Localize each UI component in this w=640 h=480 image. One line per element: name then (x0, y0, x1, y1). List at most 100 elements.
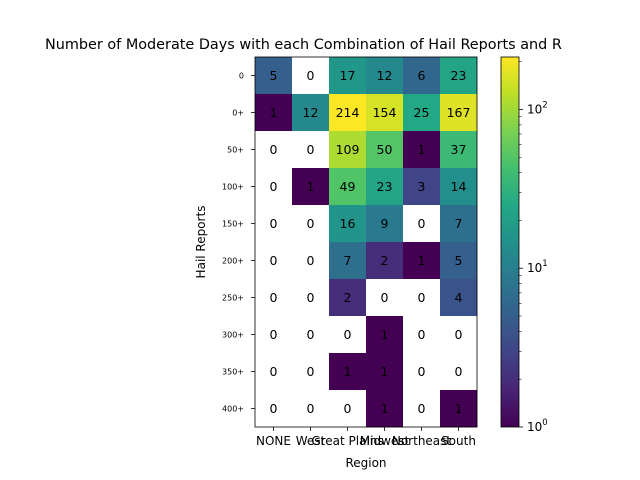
cell-value-label: 214 (336, 105, 360, 120)
heatmap-cell (403, 279, 441, 317)
heatmap-cell (403, 242, 441, 280)
cell-value-label: 0 (270, 216, 278, 231)
heatmap-cell (366, 205, 404, 243)
heatmap-cell (329, 94, 367, 132)
cell-value-label: 1 (270, 105, 278, 120)
heatmap-cell (255, 94, 293, 132)
heatmap-cell (255, 168, 293, 206)
cell-value-label: 4 (455, 290, 463, 305)
cell-value-label: 1 (381, 327, 389, 342)
heatmap-cell (403, 131, 441, 169)
cell-value-label: 1 (381, 401, 389, 416)
heatmap-cell (255, 279, 293, 317)
cell-value-label: 9 (381, 216, 389, 231)
heatmap-cell (403, 94, 441, 132)
cell-value-label: 0 (307, 401, 315, 416)
heatmap-cell (255, 353, 293, 391)
x-tick-label: Midwest (360, 434, 410, 448)
colorbar-tick-label: 100 (527, 418, 548, 434)
heatmap-cell (440, 168, 478, 206)
heatmap-cell (403, 168, 441, 206)
cell-value-label: 7 (344, 253, 352, 268)
heatmap-cell (329, 353, 367, 391)
heatmap-cell (292, 205, 330, 243)
cell-value-label: 49 (340, 179, 356, 194)
heatmap-cell (329, 57, 367, 95)
x-tick-label: West (296, 434, 326, 448)
cell-value-label: 2 (381, 253, 389, 268)
heatmap-cell (403, 353, 441, 391)
x-tick-label: South (441, 434, 476, 448)
y-tick-label: 100+ (222, 183, 244, 192)
cell-value-label: 17 (340, 68, 356, 83)
heatmap-cell (292, 390, 330, 428)
heatmap-cell (440, 205, 478, 243)
cell-value-label: 37 (451, 142, 467, 157)
colorbar: 100 101 102 (500, 56, 548, 434)
cell-value-label: 0 (455, 364, 463, 379)
heatmap-cell (403, 57, 441, 95)
heatmap-cell (255, 205, 293, 243)
cell-value-label: 0 (455, 327, 463, 342)
heatmap-cell (366, 131, 404, 169)
y-axis: 0 0+ 50+ 100+ 150+ 200+ 250+ 300+ 350+ 400+ (222, 72, 255, 414)
cell-value-label: 0 (418, 216, 426, 231)
cell-value-label: 0 (344, 401, 352, 416)
heatmap-cell (329, 242, 367, 280)
colorbar-tick-label: 102 (527, 100, 548, 116)
cell-value-label: 0 (307, 290, 315, 305)
cell-value-label: 5 (455, 253, 463, 268)
plot-frame (254, 56, 478, 428)
y-tick-label: 50+ (227, 146, 244, 155)
cell-value-label: 23 (377, 179, 393, 194)
cell-value-label: 12 (303, 105, 319, 120)
cell-value-label: 12 (377, 68, 393, 83)
heatmap-cell (255, 131, 293, 169)
cell-value-label: 0 (270, 253, 278, 268)
cell-value-label: 16 (340, 216, 356, 231)
cell-value-label: 0 (307, 142, 315, 157)
heatmap-cell (366, 94, 404, 132)
heatmap-cell (403, 205, 441, 243)
heatmap-cell (292, 279, 330, 317)
y-tick-label: 200+ (222, 257, 244, 266)
heatmap-cell (292, 57, 330, 95)
heatmap-cell (403, 390, 441, 428)
heatmap-cell (292, 353, 330, 391)
x-tick-label: NONE (256, 434, 291, 448)
y-axis-label: Hail Reports (194, 206, 208, 279)
heatmap-cell (329, 168, 367, 206)
heatmap-cell (255, 57, 293, 95)
cell-value-label: 0 (344, 327, 352, 342)
cell-value-label: 25 (414, 105, 430, 120)
heatmap-cell (255, 242, 293, 280)
y-tick-label: 300+ (222, 331, 244, 340)
heatmap-cell (440, 353, 478, 391)
cell-value-label: 167 (447, 105, 471, 120)
heatmap-cell (366, 57, 404, 95)
y-tick-label: 400+ (222, 405, 244, 414)
cell-value-label: 0 (418, 290, 426, 305)
heatmap-cell (403, 316, 441, 354)
cell-value-label: 0 (418, 327, 426, 342)
cell-value-label: 109 (336, 142, 360, 157)
cell-value-label: 0 (418, 364, 426, 379)
heatmap-cell (329, 390, 367, 428)
heatmap-cell (440, 390, 478, 428)
cell-value-label: 0 (270, 364, 278, 379)
colorbar-ticks: 100 101 102 (519, 61, 548, 434)
cell-value-label: 3 (418, 179, 426, 194)
cell-value-label: 1 (418, 253, 426, 268)
cell-value-label: 1 (418, 142, 426, 157)
cell-value-label: 1 (455, 401, 463, 416)
cell-value-label: 0 (270, 142, 278, 157)
y-tick-label: 150+ (222, 220, 244, 229)
cell-value-label: 6 (418, 68, 426, 83)
cell-value-label: 0 (418, 401, 426, 416)
cell-value-label: 1 (381, 364, 389, 379)
cell-value-label: 1 (344, 364, 352, 379)
cell-value-label: 0 (270, 179, 278, 194)
cell-value-label: 0 (270, 401, 278, 416)
